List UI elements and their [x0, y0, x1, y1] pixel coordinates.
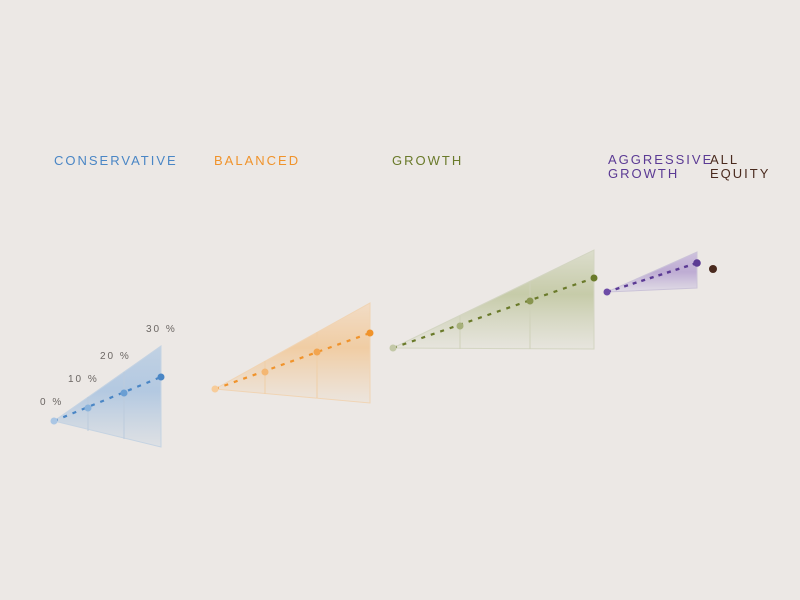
cone-aggressive-growth [603, 251, 701, 296]
label-balanced: BALANCED [214, 153, 301, 168]
label-growth: GROWTH [392, 153, 464, 168]
cone-conservative [50, 345, 165, 448]
cone-balanced [211, 302, 374, 404]
label-all-equity-line2: EQUITY [710, 166, 771, 181]
label-aggressive-growth-line1: AGGRESSIVE [608, 152, 714, 167]
tick-20-percent: 20 % [100, 351, 131, 362]
cone-growth [389, 249, 598, 352]
tick-10-percent: 10 % [68, 374, 99, 385]
label-aggressive-growth-line2: GROWTH [608, 166, 680, 181]
tick-0-percent: 0 % [40, 397, 64, 408]
point-all-equity [709, 265, 717, 273]
label-conservative: CONSERVATIVE [54, 153, 178, 168]
tick-30-percent: 30 % [146, 324, 177, 335]
label-all-equity-line1: ALL [710, 152, 740, 167]
